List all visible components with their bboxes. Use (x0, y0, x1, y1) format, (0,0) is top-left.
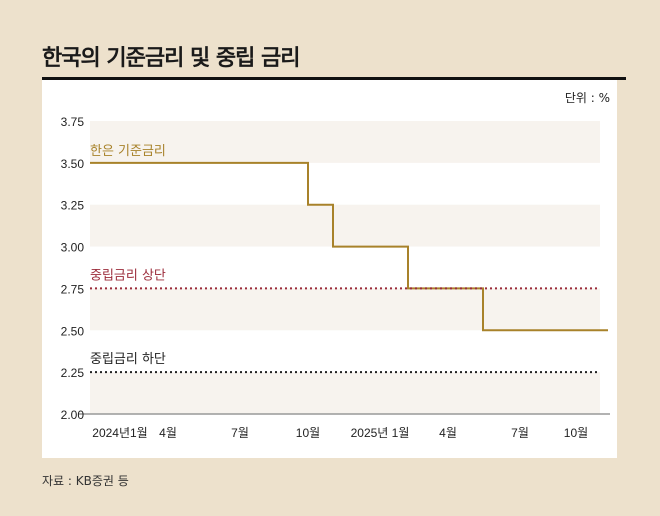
x-tick-label: 2025년 1월 (351, 426, 410, 440)
x-tick-label: 4월 (159, 426, 177, 440)
grid-band (90, 288, 600, 331)
series-label: 중립금리 상단 (90, 268, 166, 283)
grid-band (90, 204, 600, 247)
x-tick-label: 7월 (511, 426, 529, 440)
y-tick-label: 2.25 (61, 366, 85, 380)
x-tick-label: 7월 (231, 426, 249, 440)
y-tick-label: 2.50 (61, 324, 85, 338)
grid-band (90, 372, 600, 414)
y-tick-label: 3.25 (61, 199, 85, 213)
grid-band (90, 121, 600, 163)
title-rule (42, 77, 626, 80)
x-tick-label: 2024년1월 (92, 426, 147, 440)
x-tick-label: 4월 (439, 426, 457, 440)
series-label: 중립금리 하단 (90, 352, 166, 367)
series-label: 한은 기준금리 (90, 144, 166, 159)
y-tick-label: 3.50 (61, 157, 85, 171)
y-tick-label: 2.00 (61, 408, 85, 422)
unit-label: 단위 : % (564, 91, 610, 105)
y-tick-label: 3.75 (61, 115, 85, 129)
x-tick-label: 10월 (564, 426, 588, 440)
y-tick-label: 2.75 (61, 282, 85, 296)
chart-title: 한국의 기준금리 및 중립 금리 (42, 46, 301, 71)
series-line-0 (90, 161, 608, 332)
x-tick-label: 10월 (296, 426, 320, 440)
source-note: 자료 : KB증권 등 (42, 474, 129, 488)
y-tick-label: 3.00 (61, 241, 85, 255)
